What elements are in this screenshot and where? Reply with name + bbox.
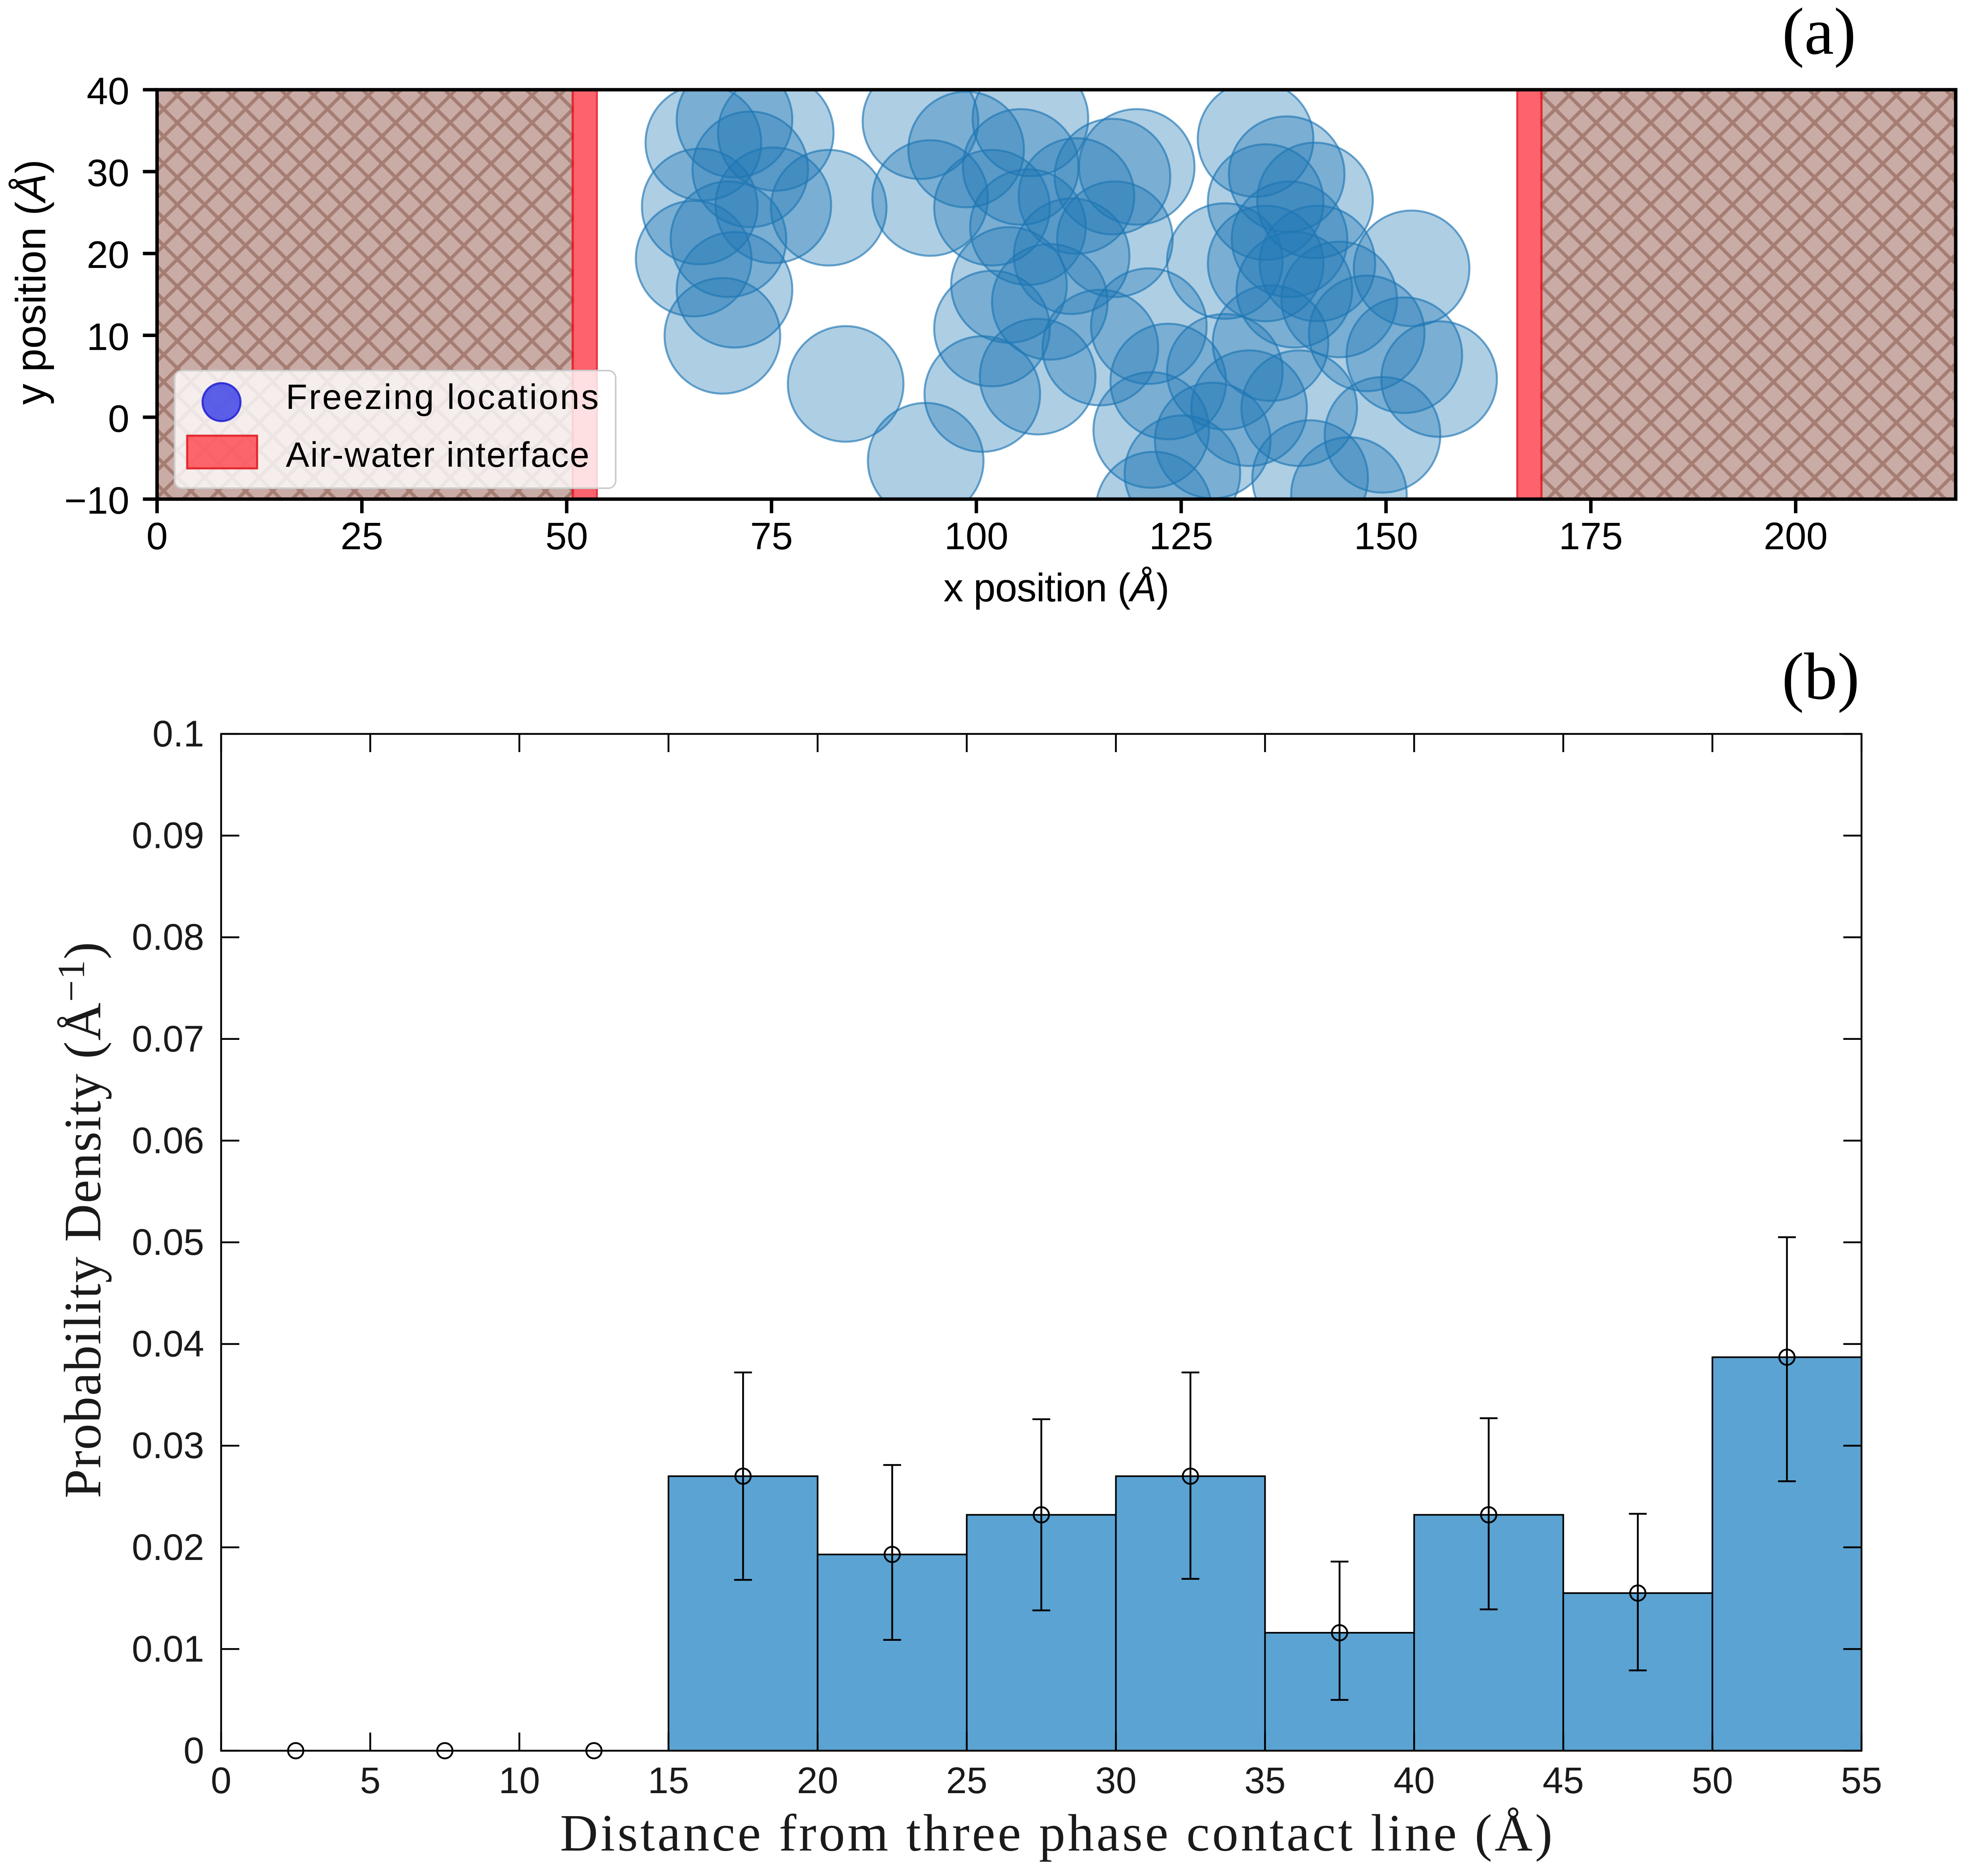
svg-text:0: 0 (211, 1760, 231, 1801)
svg-text:0.1: 0.1 (152, 713, 204, 755)
svg-text:175: 175 (1559, 515, 1623, 558)
svg-text:y position (Å): y position (Å) (8, 160, 55, 405)
svg-text:30: 30 (87, 152, 129, 195)
svg-text:0.01: 0.01 (132, 1628, 204, 1669)
svg-text:55: 55 (1841, 1760, 1882, 1801)
svg-text:150: 150 (1354, 515, 1418, 558)
svg-text:25: 25 (340, 515, 383, 558)
svg-text:0.03: 0.03 (132, 1425, 204, 1466)
svg-text:Freezing locations: Freezing locations (286, 377, 600, 417)
svg-text:Distance from three phase cont: Distance from three phase contact line (… (560, 1804, 1555, 1862)
svg-text:5: 5 (360, 1760, 380, 1801)
svg-text:(b): (b) (1782, 639, 1859, 713)
svg-text:20: 20 (797, 1760, 838, 1801)
svg-text:10: 10 (87, 316, 129, 358)
svg-text:25: 25 (946, 1760, 987, 1801)
svg-text:0.07: 0.07 (132, 1018, 204, 1060)
svg-text:40: 40 (1393, 1760, 1435, 1801)
svg-text:20: 20 (87, 234, 129, 276)
svg-text:50: 50 (1692, 1760, 1733, 1801)
svg-text:0.08: 0.08 (132, 917, 204, 958)
svg-text:(a): (a) (1782, 0, 1856, 68)
svg-text:0.06: 0.06 (132, 1120, 204, 1161)
svg-text:x position (Å): x position (Å) (943, 565, 1169, 610)
svg-text:35: 35 (1244, 1760, 1285, 1801)
svg-text:100: 100 (944, 515, 1009, 558)
svg-text:0.09: 0.09 (132, 815, 204, 856)
svg-text:45: 45 (1543, 1760, 1584, 1801)
svg-text:40: 40 (87, 70, 129, 113)
svg-text:Air-water interface: Air-water interface (286, 435, 590, 474)
svg-text:Probability Density (Å−1): Probability Density (Å−1) (50, 941, 112, 1499)
svg-text:0.04: 0.04 (132, 1324, 204, 1365)
svg-text:30: 30 (1095, 1760, 1136, 1801)
svg-text:15: 15 (648, 1760, 689, 1801)
svg-text:0.02: 0.02 (132, 1527, 204, 1568)
svg-text:200: 200 (1764, 515, 1828, 558)
svg-text:0: 0 (108, 397, 129, 440)
svg-text:75: 75 (750, 515, 793, 558)
svg-text:0.05: 0.05 (132, 1222, 204, 1263)
svg-text:125: 125 (1149, 515, 1214, 558)
svg-text:10: 10 (499, 1760, 540, 1801)
svg-text:0: 0 (184, 1730, 204, 1771)
svg-text:0: 0 (146, 515, 168, 558)
svg-text:50: 50 (545, 515, 588, 558)
svg-text:−10: −10 (64, 479, 129, 522)
